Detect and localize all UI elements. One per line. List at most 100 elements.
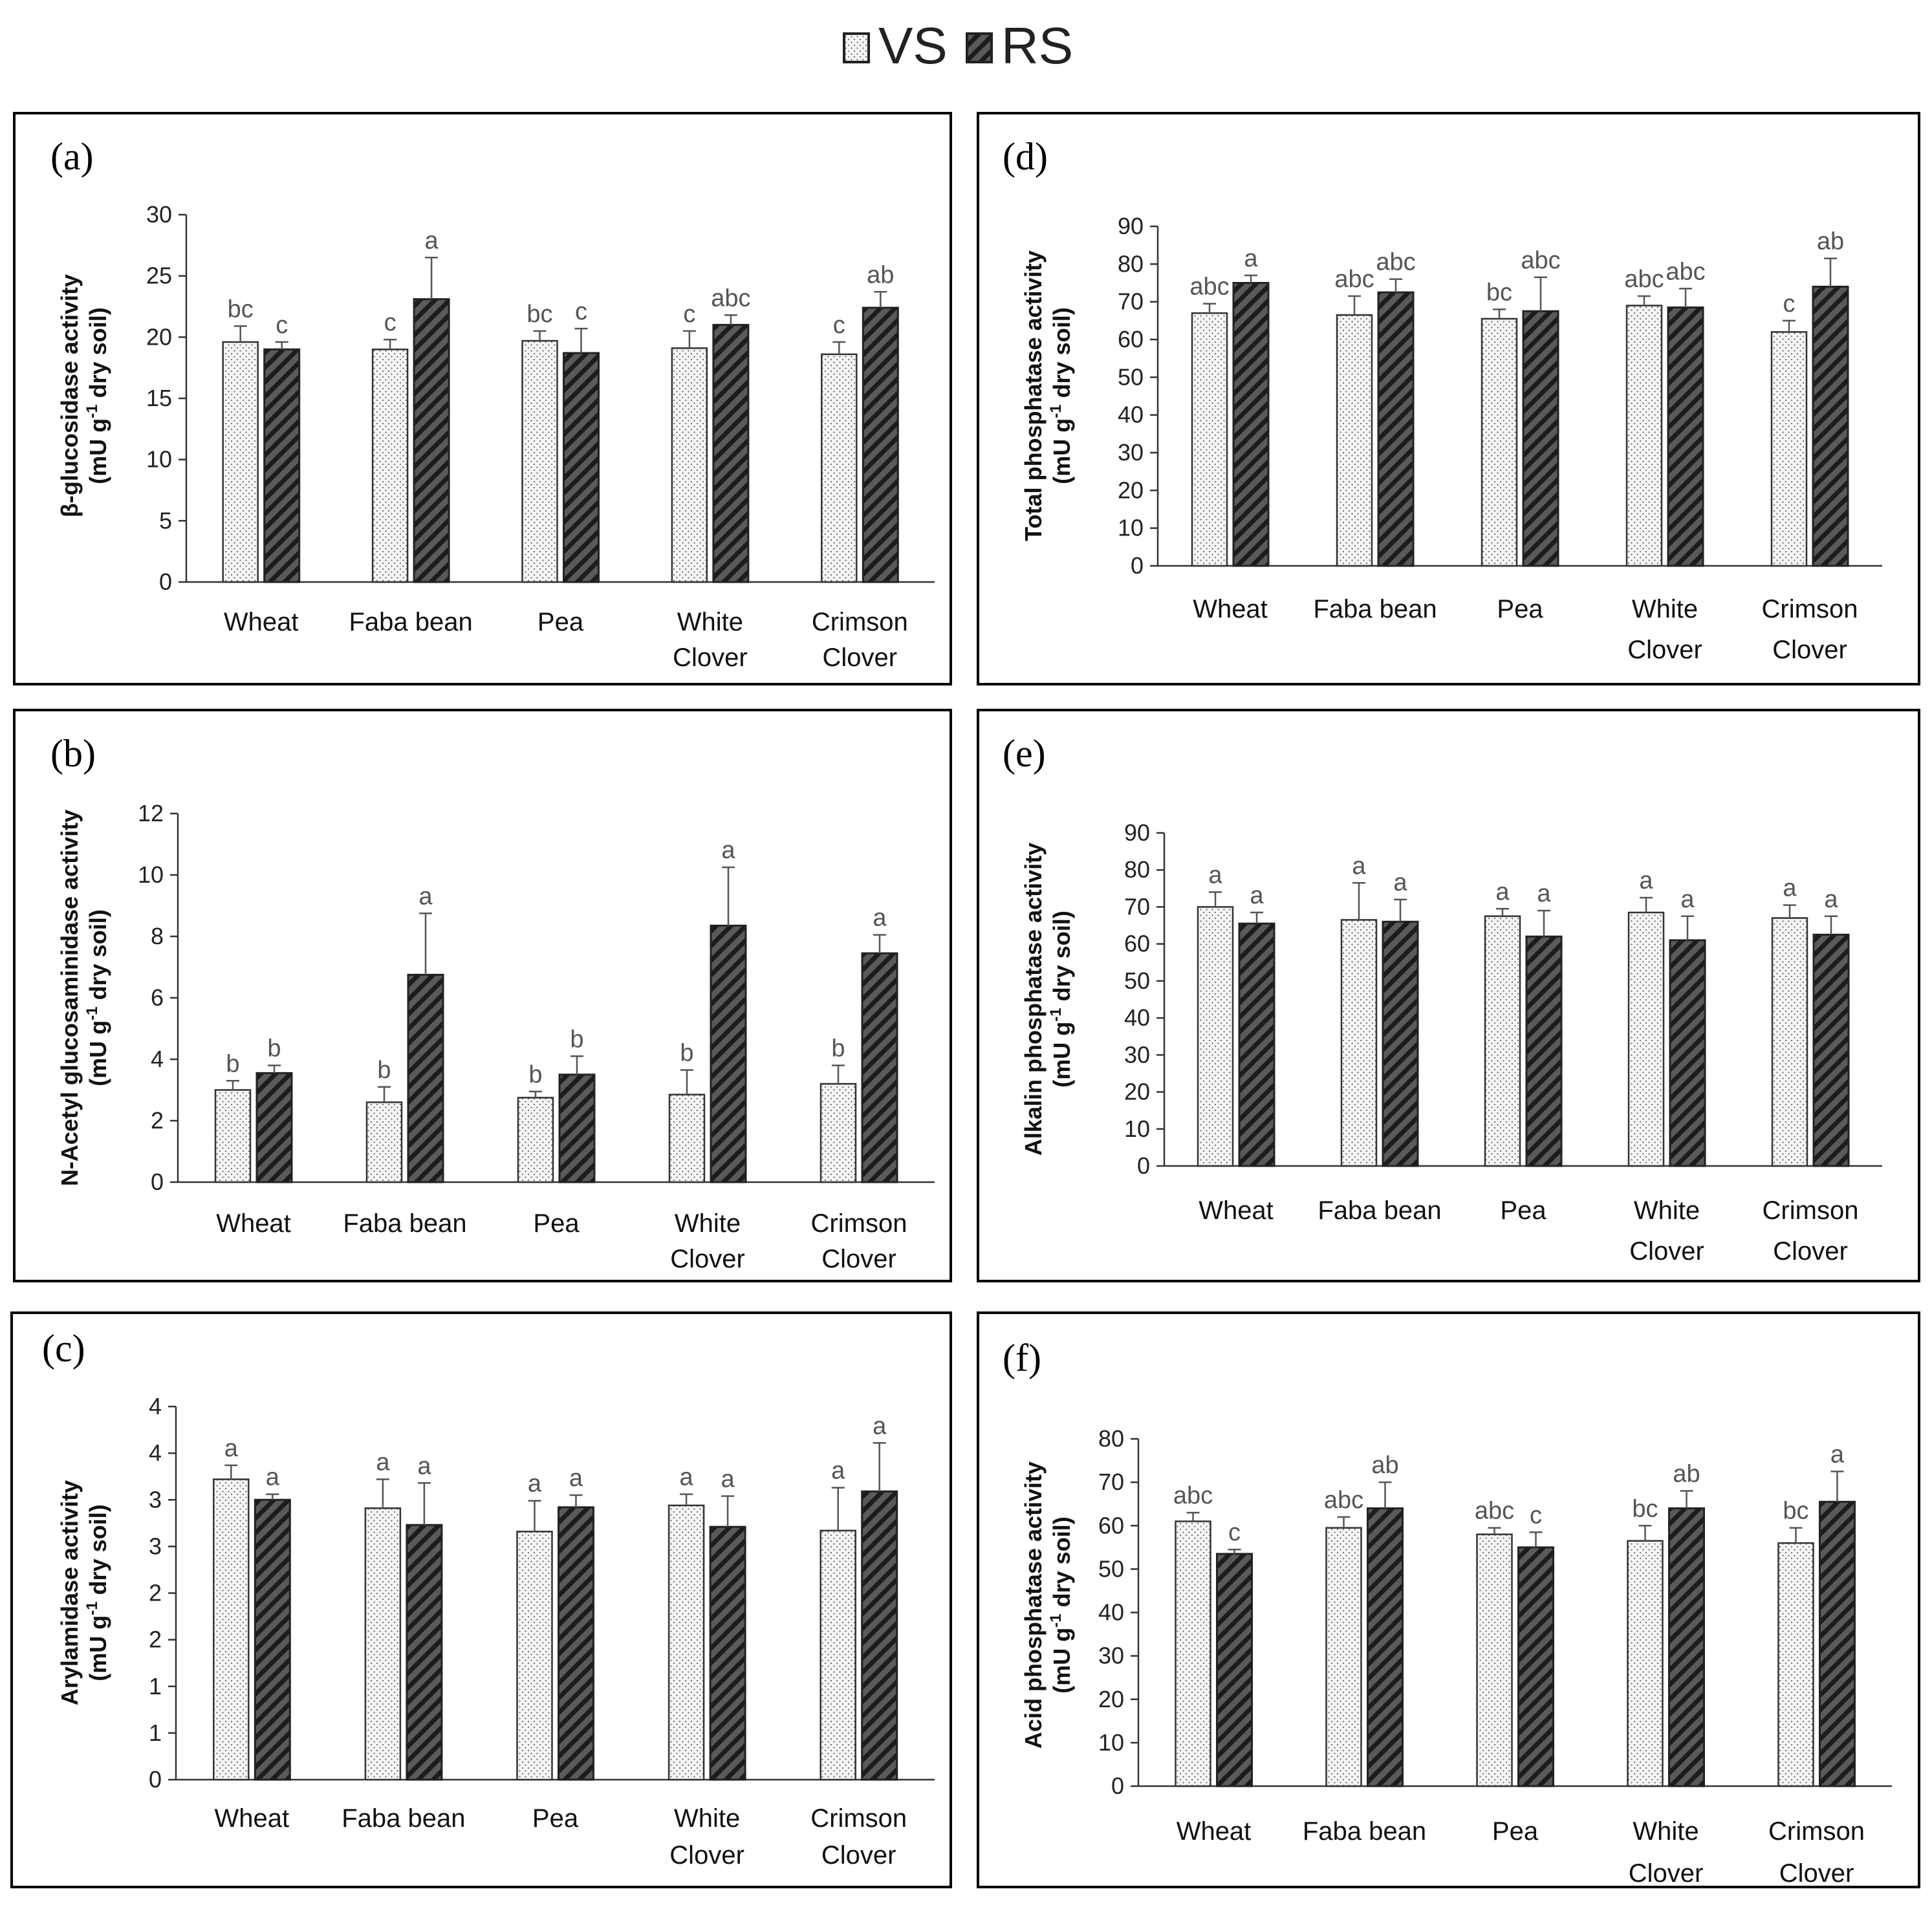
- panel-c-bar-rs: [558, 1506, 594, 1781]
- panel-c-sig-label-rs: a: [569, 1465, 583, 1492]
- panel-a-sig-label-vs: c: [833, 312, 845, 339]
- panel-e-sig-label-rs: a: [1537, 880, 1551, 907]
- panel-e-xtick-label: White: [1634, 1196, 1700, 1225]
- panel-c-ylabel-sup: -1: [83, 1601, 101, 1615]
- panel-c-sig-label-rs: a: [417, 1452, 431, 1480]
- panel-e-sig-label-vs: a: [1495, 878, 1510, 905]
- panel-b-sig-label-vs: b: [528, 1061, 542, 1088]
- panel-b-xtick-label-line2: Clover: [821, 1245, 896, 1273]
- panel-d-sig-label-rs: abc: [1376, 249, 1415, 276]
- panel-d-ylabel-sup: -1: [1047, 404, 1065, 418]
- panel-e-ytick-label: 20: [1124, 1079, 1150, 1105]
- legend-item-rs: RS: [966, 17, 1073, 74]
- panel-d-sig-label-vs: abc: [1189, 274, 1229, 301]
- panel-d-sig-label-vs: c: [1783, 290, 1796, 318]
- panel-f-ytick-label: 70: [1098, 1469, 1124, 1495]
- panel-d-sig-label-vs: bc: [1486, 279, 1512, 306]
- panel-a-ytick-label: 0: [159, 568, 172, 595]
- legend: VS RS: [843, 17, 1073, 74]
- panel-c-xtick-label: Wheat: [214, 1804, 289, 1833]
- panel-e-xtick-label: Crimson: [1763, 1196, 1859, 1225]
- panel-e-xtick-label: Faba bean: [1318, 1196, 1441, 1225]
- panel-c-sig-label-vs: a: [680, 1464, 694, 1491]
- panel-f-xtick-label: Faba bean: [1303, 1817, 1426, 1846]
- panel-d-bar-rs: [1232, 282, 1270, 567]
- panel-b-ylabel-unit: dry soil): [85, 909, 111, 1006]
- panel-e: (e) Alkalin phosphatase activity(mU g-1 d…: [1003, 732, 1882, 1266]
- panel-e-ytick-label: 0: [1137, 1152, 1150, 1179]
- panel-c-sig-label-vs: a: [831, 1457, 845, 1484]
- panel-c-bar-rs: [861, 1490, 898, 1781]
- panel-c-ytick-label: 4: [149, 1440, 162, 1466]
- panel-b-sig-label-vs: b: [377, 1057, 391, 1084]
- panel-c-bar-vs: [516, 1531, 553, 1781]
- panel-a-ytick-label: 5: [159, 507, 172, 534]
- panel-f-ylabel-line1: Acid phosphatase activity: [1020, 1461, 1047, 1749]
- panel-b-ylabel-sup: -1: [83, 1006, 101, 1020]
- panel-a-sig-label-vs: bc: [228, 296, 254, 323]
- panel-c-xtick-label: Crimson: [810, 1804, 907, 1833]
- panel-d-bar-rs: [1522, 310, 1559, 567]
- panel-d-ytick-label: 0: [1131, 552, 1144, 579]
- panel-a-xtick-label: Crimson: [812, 608, 908, 636]
- panel-e-label: (e): [1003, 732, 1046, 775]
- panel-a-bar-rs: [862, 307, 899, 583]
- panel-d-ylabel-line1: Total phosphatase activity: [1020, 250, 1047, 541]
- panel-a-label: (a): [50, 135, 94, 178]
- panel-b-bar-vs: [819, 1083, 857, 1183]
- panel-e-bar-rs: [1525, 935, 1563, 1167]
- panel-a-bar-vs: [371, 349, 409, 583]
- panel-c-ytick-label: 2: [149, 1580, 162, 1606]
- panel-e-sig-label-rs: a: [1250, 882, 1264, 909]
- panel-f-xtick-label: White: [1633, 1817, 1699, 1846]
- panel-d-ytick-label: 50: [1118, 363, 1144, 390]
- panel-f-sig-label-rs: a: [1830, 1441, 1845, 1468]
- panel-a-frame: [13, 112, 952, 685]
- panel-c-label: (c): [42, 1327, 85, 1370]
- panel-d-xtick-label: Crimson: [1762, 595, 1858, 623]
- panel-d-sig-label-rs: abc: [1521, 247, 1560, 274]
- panel-e-ytick-label: 50: [1124, 967, 1150, 994]
- panel-c-bar-rs: [406, 1524, 443, 1781]
- panel-e-bar-rs: [1382, 920, 1419, 1167]
- panel-e-ylabel-line2: (mU g: [1048, 1022, 1075, 1088]
- panel-e-sig-label-vs: a: [1352, 852, 1366, 879]
- panel-e-ytick-label: 90: [1124, 819, 1150, 846]
- panel-a-xtick-label: Pea: [537, 608, 584, 636]
- panel-e-xtick-label: Pea: [1500, 1196, 1547, 1225]
- panel-f-bar-vs: [1627, 1540, 1664, 1787]
- panel-a-bar-rs: [563, 352, 600, 583]
- panel-b-bar-rs: [710, 924, 747, 1183]
- panel-d-bar-vs: [1481, 318, 1518, 567]
- panel-c-ylabel-line2: (mU g: [85, 1615, 111, 1681]
- panel-f-bar-rs: [1819, 1500, 1856, 1787]
- panel-f-ytick-label: 0: [1111, 1773, 1124, 1799]
- panel-d-xtick-label-line2: Clover: [1627, 636, 1702, 664]
- panel-d-ylabel-line2: (mU g: [1048, 418, 1075, 484]
- panel-a-bar-vs: [671, 347, 708, 583]
- panel-d-xtick-label: Pea: [1497, 595, 1543, 623]
- legend-swatch-vs: [843, 32, 870, 63]
- panel-e-sig-label-rs: a: [1680, 886, 1695, 913]
- panel-a-sig-label-rs: a: [425, 227, 439, 254]
- panel-a-xtick-label: White: [677, 608, 743, 636]
- panel-a-ytick-label: 15: [146, 385, 172, 411]
- panel-e-xtick-label-line2: Clover: [1629, 1237, 1704, 1266]
- panel-d-bar-rs: [1667, 306, 1704, 567]
- panel-a-ytick-label: 25: [146, 263, 172, 289]
- legend-swatch-rs: [966, 32, 993, 63]
- legend-item-vs: VS: [843, 17, 948, 74]
- panel-c-bar-rs: [709, 1526, 746, 1781]
- panel-f-ytick-label: 10: [1098, 1729, 1124, 1756]
- panel-d: (d) Total phosphatase activity(mU g-1 dry…: [1003, 135, 1882, 664]
- panel-b-ytick-label: 6: [151, 984, 164, 1011]
- panel-c-sig-label-vs: a: [224, 1435, 239, 1462]
- panel-c-xtick-label-line2: Clover: [821, 1841, 896, 1870]
- panel-a-bar-vs: [821, 353, 858, 583]
- panel-f-ytick-label: 60: [1098, 1512, 1124, 1538]
- panel-f-ytick-label: 40: [1098, 1599, 1124, 1626]
- panel-a-bar-rs: [413, 298, 450, 583]
- panel-d-label: (d): [1003, 135, 1048, 178]
- panel-f-bar-rs: [1367, 1507, 1404, 1787]
- panel-f-bar-rs: [1517, 1546, 1554, 1787]
